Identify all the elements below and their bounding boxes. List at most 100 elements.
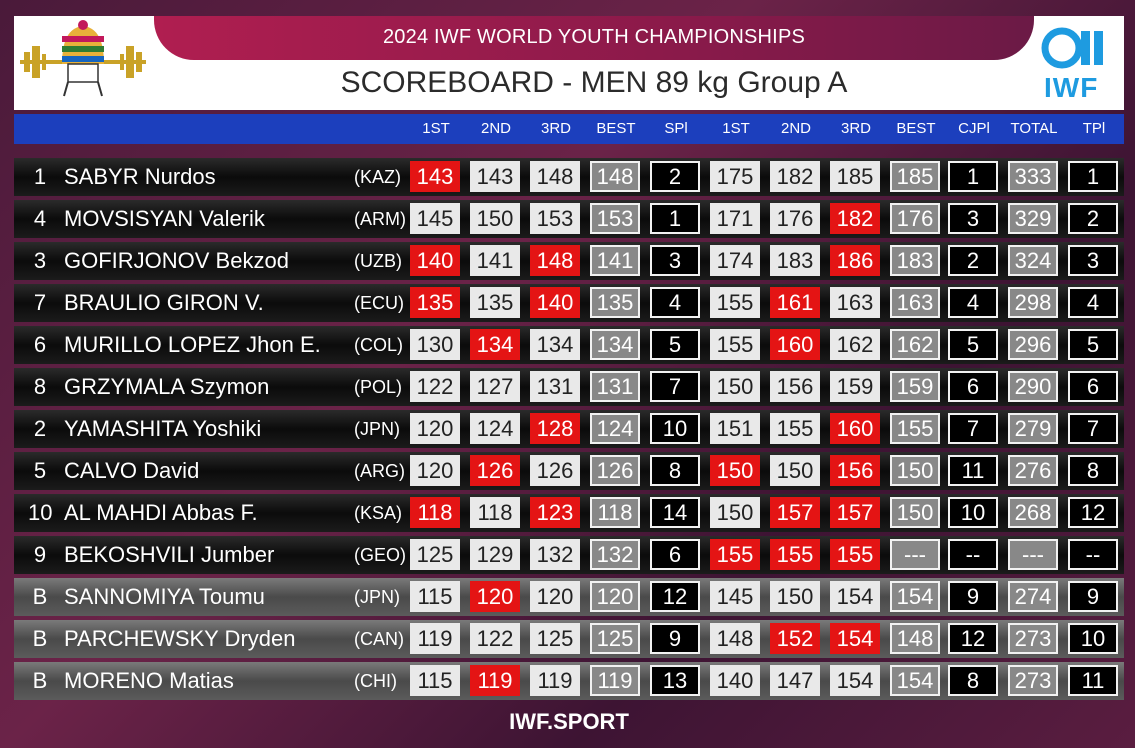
column-header: BEST (896, 120, 936, 137)
iwf-logo-text: IWF (1044, 72, 1099, 103)
score-cell: 145 (410, 203, 460, 234)
iwf-logo: IWF (1024, 16, 1124, 110)
score-cell: 124 (470, 413, 520, 444)
score-cell: 125 (410, 539, 460, 570)
score-cell: 6 (1068, 371, 1118, 402)
score-cell: 145 (710, 581, 760, 612)
athlete-nation: (GEO) (354, 545, 406, 565)
score-cell: 115 (410, 581, 460, 612)
score-cell: 151 (710, 413, 760, 444)
score-cell: --- (890, 539, 940, 570)
score-cell: 182 (770, 161, 820, 192)
score-cell: 150 (470, 203, 520, 234)
score-cell: 120 (590, 581, 640, 612)
athlete-name: BRAULIO GIRON V. (64, 290, 264, 315)
score-cell: 154 (830, 581, 880, 612)
athlete-lot-number: 3 (33, 248, 47, 273)
score-cell: 141 (590, 245, 640, 276)
athlete-nation: (POL) (354, 377, 403, 397)
score-cell: 148 (590, 161, 640, 192)
score-cell: 134 (590, 329, 640, 360)
score-cell: 1 (1068, 161, 1118, 192)
score-cell: 150 (710, 455, 760, 486)
athlete-name: SABYR Nurdos (64, 164, 216, 189)
column-header: CJPl (958, 120, 990, 137)
footer-website: IWF.SPORT (509, 709, 629, 734)
score-cell: 7 (650, 371, 700, 402)
column-header: TPl (1082, 120, 1106, 137)
athlete-nation: (ARG) (354, 461, 405, 481)
score-cell: 7 (1068, 413, 1118, 444)
athlete-row: 2 YAMASHITA Yoshiki (JPN) 120 124 128 124 10 151… (14, 410, 1124, 448)
score-cell: 126 (470, 455, 520, 486)
score-cell: 12 (1068, 497, 1118, 528)
score-cell: 4 (1068, 287, 1118, 318)
score-cell: 118 (590, 497, 640, 528)
score-cell: 134 (470, 329, 520, 360)
athlete-lot-number: 9 (33, 542, 47, 567)
score-cell: 126 (590, 455, 640, 486)
score-cell: 135 (410, 287, 460, 318)
score-cell: 123 (530, 497, 580, 528)
score-cell: 185 (890, 161, 940, 192)
score-cell: 175 (710, 161, 760, 192)
score-cell: 296 (1008, 329, 1058, 360)
score-cell: 155 (710, 329, 760, 360)
column-header: SPl (664, 120, 688, 137)
score-cell: 2 (650, 161, 700, 192)
score-cell: 6 (650, 539, 700, 570)
athlete-nation: (CAN) (354, 629, 404, 649)
score-cell: 150 (710, 371, 760, 402)
score-cell: 140 (410, 245, 460, 276)
athlete-name: GRZYMALA Szymon (64, 374, 270, 399)
score-cell: 273 (1008, 623, 1058, 654)
score-cell: 120 (470, 581, 520, 612)
score-cell: 155 (770, 539, 820, 570)
score-cell: 159 (890, 371, 940, 402)
score-cell: 150 (890, 497, 940, 528)
score-cell: 157 (830, 497, 880, 528)
score-cell: 155 (890, 413, 940, 444)
score-cell: 140 (530, 287, 580, 318)
score-cell: 1 (948, 161, 998, 192)
score-cell: 273 (1008, 665, 1058, 696)
athlete-row: 6 MURILLO LOPEZ Jhon E. (COL) 130 134 134 134 5… (14, 326, 1124, 364)
championship-band: 2024 IWF WORLD YOUTH CHAMPIONSHIPS (154, 16, 1034, 60)
athlete-name: MURILLO LOPEZ Jhon E. (64, 332, 321, 357)
score-cell: 134 (530, 329, 580, 360)
athlete-row: 10 AL MAHDI Abbas F. (KSA) 118 118 123 118 14 15… (14, 494, 1124, 532)
score-cell: 127 (470, 371, 520, 402)
score-cell: 9 (1068, 581, 1118, 612)
score-cell: 147 (770, 665, 820, 696)
athlete-row: 7 BRAULIO GIRON V. (ECU) 135 135 140 135 4 155 16… (14, 284, 1124, 322)
score-cell: 150 (710, 497, 760, 528)
score-cell: 153 (590, 203, 640, 234)
athlete-nation: (JPN) (354, 419, 400, 439)
athlete-lot-number: B (32, 668, 48, 693)
event-mascot-logo (14, 16, 164, 110)
score-cell: 120 (410, 455, 460, 486)
score-cell: 150 (890, 455, 940, 486)
score-cell: 160 (830, 413, 880, 444)
column-header: 3RD (540, 120, 571, 137)
score-cell: 155 (710, 539, 760, 570)
scoreboard-frame: 2024 IWF WORLD YOUTH CHAMPIONSHIPS SCORE… (14, 16, 1124, 738)
score-cell: 148 (890, 623, 940, 654)
score-cell: 7 (948, 413, 998, 444)
score-cell: -- (948, 539, 998, 570)
score-cell: 120 (410, 413, 460, 444)
column-header: BEST (596, 120, 636, 137)
athlete-nation: (ECU) (354, 293, 404, 313)
score-cell: 140 (710, 665, 760, 696)
athlete-lot-number: 5 (33, 458, 47, 483)
score-cell: 154 (890, 665, 940, 696)
score-cell: 119 (470, 665, 520, 696)
score-cell: 141 (470, 245, 520, 276)
score-cell: 274 (1008, 581, 1058, 612)
score-cell: 162 (830, 329, 880, 360)
athlete-nation: (COL) (354, 335, 403, 355)
score-cell: 2 (948, 245, 998, 276)
athlete-nation: (JPN) (354, 587, 400, 607)
column-header: 1ST (422, 120, 450, 137)
score-cell: 6 (948, 371, 998, 402)
